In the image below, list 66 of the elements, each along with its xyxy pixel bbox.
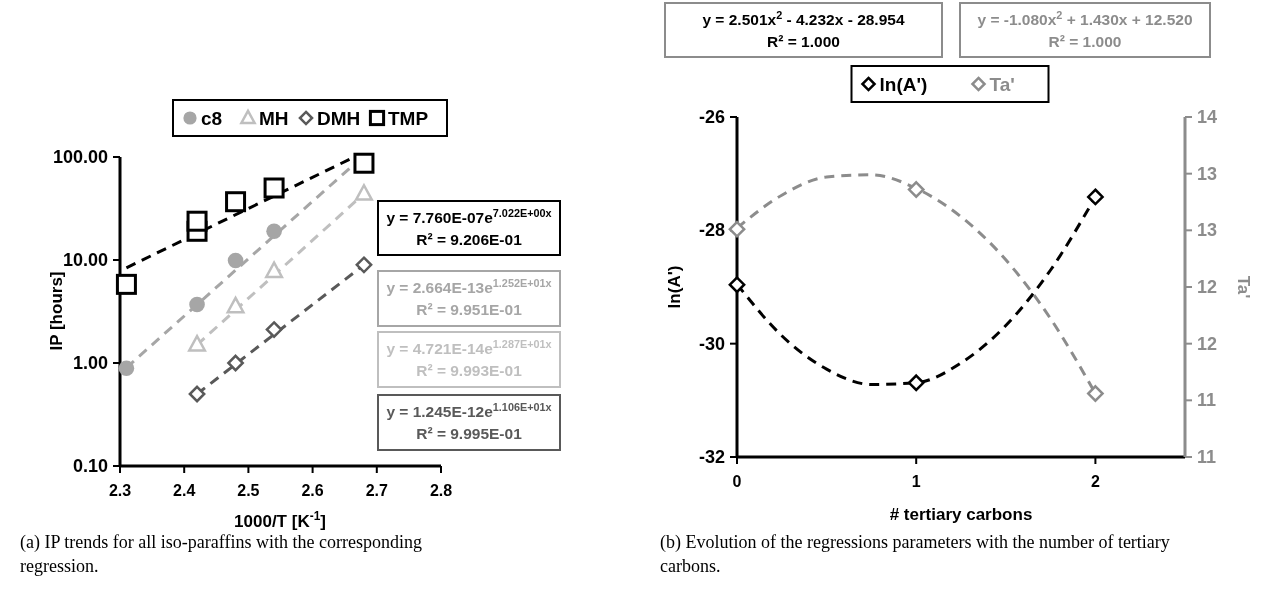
text: (b) Evolution of the regressions parameters with the number of tertiary carbons. [660, 532, 1170, 576]
text: y = 2.501x$^{2}$ - 4.232x - 28.954 R² = 1.000 [702, 9, 905, 50]
point [225, 191, 247, 213]
point [118, 360, 135, 377]
legend-label: c8 [201, 108, 223, 129]
point [189, 296, 205, 313]
text: (a) IP trends for all iso-paraffins with the corresponding regression. [20, 532, 422, 576]
y2-tick-label: 11 [1197, 390, 1217, 411]
y-tick-label: -28 [698, 220, 725, 241]
point [115, 273, 137, 295]
annotation: y = 2.664E-13e$^{1.252E+01x}$ R² = 9.951E-01 [386, 277, 552, 318]
y2-tick-label: 14 [1197, 107, 1218, 127]
y2-tick-label: 11 [1197, 447, 1217, 467]
y-tick-label: 0.10 [72, 456, 108, 476]
point [263, 177, 285, 199]
point [226, 296, 245, 314]
point [907, 374, 925, 392]
legend-label: TMP [388, 108, 429, 129]
x-tick-label: 0 [732, 473, 742, 490]
annotation: y = 7.760E-07e$^{7.022E+00x}$ R² = 9.206E-01 [386, 207, 552, 248]
x-tick-label: 1 [911, 473, 921, 490]
y2-tick-label: 12 [1197, 333, 1218, 354]
y-tick-label: -30 [698, 333, 725, 354]
y2-tick-label: 13 [1197, 220, 1218, 241]
x-axis-title: 1000/T [K$^{-1}$] [234, 509, 326, 531]
y2-tick-label: 12 [1197, 277, 1218, 297]
y-axis-title: ln(A') [665, 265, 684, 309]
y2-axis-title: Ta' [1234, 275, 1253, 299]
legend-label: DMH [317, 108, 361, 129]
point [265, 321, 283, 338]
y-tick-label: 100.00 [52, 147, 108, 167]
point [188, 385, 206, 403]
y-tick-label: 1.00 [72, 353, 108, 373]
legend-label: Ta' [989, 74, 1015, 95]
y2-tick-label: 13 [1197, 163, 1218, 184]
y-tick-label: 10.00 [62, 250, 108, 270]
point [1087, 188, 1104, 206]
x-tick-label: 2.3 [108, 482, 132, 499]
x-tick-label: 2.6 [301, 482, 324, 499]
point [1087, 385, 1104, 402]
point [186, 210, 208, 232]
point [266, 223, 282, 240]
point [354, 184, 374, 201]
annotation: y = 1.245E-12e$^{1.106E+01x}$ R² = 9.995E-01 [386, 401, 552, 442]
y-axis-title: IP [hours] [47, 271, 66, 351]
point [907, 181, 925, 198]
legend-label: MH [259, 108, 289, 129]
x-tick-label: 2.7 [365, 482, 389, 499]
x-axis-title: # tertiary carbons [889, 505, 1033, 524]
x-tick-label: 2.5 [237, 482, 260, 499]
x-tick-label: 2 [1090, 473, 1100, 490]
point [227, 252, 244, 269]
point [187, 334, 207, 352]
y-tick-label: -26 [698, 107, 725, 127]
point [728, 220, 746, 238]
point [355, 256, 373, 274]
point [353, 152, 375, 174]
y-tick-label: -32 [698, 447, 725, 467]
point [227, 354, 244, 372]
text: y = -1.080x$^{2}$ + 1.430x + 12.520 R² = 1.000 [977, 9, 1193, 50]
annotation: y = 4.721E-14e$^{1.287E+01x}$ R² = 9.993E-01 [386, 338, 552, 379]
point [265, 261, 284, 279]
x-tick-label: 2.8 [429, 482, 453, 499]
x-tick-label: 2.4 [173, 482, 196, 499]
point [728, 276, 746, 294]
legend-label: ln(A') [879, 74, 928, 95]
